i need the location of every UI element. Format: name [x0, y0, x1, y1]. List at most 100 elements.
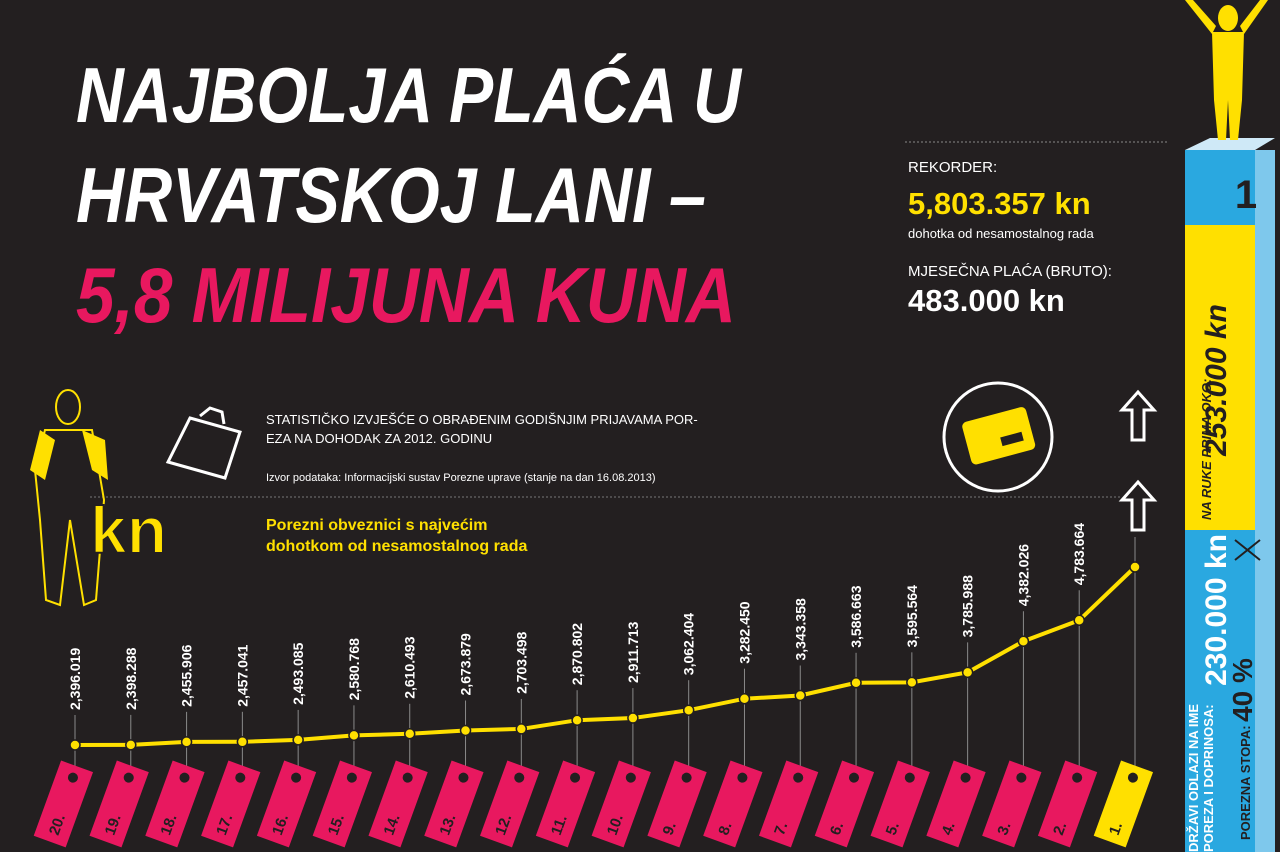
tag-hole: [67, 772, 78, 783]
tag-body: [89, 760, 149, 848]
tag-hole: [179, 772, 190, 783]
source-line: STATISTIČKO IZVJEŠĆE O OBRAĐENIM GODIŠNJ…: [266, 412, 698, 427]
value-label: 3,282.450: [736, 601, 752, 663]
rank-label: 7.: [771, 820, 791, 838]
rank-label: 16.: [269, 812, 292, 837]
rank-tag: 4.: [926, 760, 986, 848]
winner-figure: [1185, 0, 1268, 140]
title-highlight: 5,8 MILIJUNA KUNA: [76, 251, 736, 339]
card-icon: [962, 407, 1036, 465]
rank-label: 12.: [492, 812, 515, 837]
rank-number: 1: [1235, 173, 1257, 217]
rank-label: 20.: [46, 812, 69, 837]
tag-hole: [737, 772, 748, 783]
point: [682, 704, 695, 716]
point: [738, 692, 751, 705]
value-label: 2,673.879: [458, 633, 474, 695]
chart-title: Porezni obveznici s najvećim: [266, 517, 487, 534]
tag-hole: [235, 772, 246, 783]
rank-tag: 14.: [368, 760, 428, 848]
net-label: NA RUKE PRIMA OKO:: [1199, 379, 1214, 520]
point: [292, 734, 304, 746]
source-line: EZA NA DOHODAK ZA 2012. GODINU: [266, 431, 492, 446]
tag-hole: [681, 772, 692, 783]
rate-label: POREZNA STOPA:: [1238, 725, 1253, 840]
tag-hole: [346, 772, 357, 783]
point: [850, 677, 862, 689]
rank-label: 13.: [436, 812, 459, 837]
point: [571, 714, 583, 726]
tag-hole: [625, 772, 636, 783]
value-label: 2,610.493: [402, 636, 418, 698]
tag-hole: [1016, 772, 1027, 783]
record-value: 5,803.357 kn: [908, 186, 1091, 221]
scissors: [1234, 539, 1261, 561]
tag-body: [145, 760, 205, 848]
rank-tag: 20.: [33, 760, 94, 848]
rank-label: 15.: [325, 812, 348, 837]
value-label: 4,382.026: [1015, 544, 1031, 606]
point: [794, 689, 807, 702]
rank-label: 3.: [994, 820, 1014, 838]
arrow-icons: [1118, 389, 1158, 532]
value-label: 4,783.664: [1071, 523, 1087, 585]
monthly-value: 483.000 kn: [908, 283, 1065, 318]
tag-body: [480, 760, 540, 848]
tag-hole: [793, 772, 804, 783]
man-figure: [33, 389, 106, 607]
rank-label: 4.: [938, 820, 958, 838]
tag-body: [201, 760, 261, 848]
plot: 2,396.019 20. 2,398.288 19. 2,455.906 18. 2,45…: [33, 523, 1154, 848]
tag-body: [814, 760, 875, 848]
rank-tag: 5.: [870, 760, 930, 848]
rank-label: 19.: [102, 812, 125, 837]
tag-hole: [904, 772, 915, 783]
tax-value: 230.000 kn: [1200, 534, 1233, 686]
tag-body: [1037, 760, 1098, 848]
rank-tag: 8.: [703, 760, 763, 848]
tag-hole: [402, 772, 413, 783]
value-label: 3,343.358: [792, 598, 808, 660]
title-line: NAJBOLJA PLAĆA U: [76, 51, 742, 139]
tag-hole: [1127, 772, 1138, 783]
tag-hole: [514, 772, 525, 783]
rank-label: 10.: [604, 812, 627, 837]
point: [403, 728, 416, 740]
tag-body: [647, 760, 707, 848]
point: [961, 666, 974, 679]
tag-body: [33, 760, 94, 848]
rank-tag: 10.: [591, 760, 651, 848]
tag-body: [535, 760, 596, 848]
rank-tag: 17.: [201, 760, 261, 848]
point: [459, 724, 472, 737]
rank-tag: 7.: [758, 760, 819, 848]
rank-tag: 19.: [89, 760, 149, 848]
net-value: 253.000 kn: [1200, 304, 1233, 457]
tag-body: [982, 760, 1042, 848]
rank-tag: 6.: [814, 760, 875, 848]
tag-hole: [570, 772, 581, 783]
tag-hole: [458, 772, 469, 783]
rank-tag: 11.: [535, 760, 596, 848]
rank-tag: 18.: [145, 760, 205, 848]
value-label: 2,455.906: [179, 644, 195, 706]
tag-hole: [960, 772, 971, 783]
value-label: 3,586.663: [848, 585, 864, 647]
chart-title: dohotkom od nesamostalnog rada: [266, 538, 527, 555]
value-label: 2,870.802: [569, 623, 585, 685]
sidebar-tax: [1185, 530, 1255, 852]
rank-tag: 15.: [312, 760, 372, 848]
source-note: Izvor podataka: Informacijski sustav Por…: [266, 472, 656, 484]
point: [906, 676, 918, 689]
rate-value: 40 %: [1227, 658, 1258, 722]
rank-tag: 9.: [647, 760, 707, 848]
value-label: 3,785.988: [960, 575, 976, 637]
sidebar-net: [1185, 225, 1255, 530]
rank-label: 2.: [1050, 820, 1070, 838]
tag-body: [1093, 760, 1154, 848]
point: [348, 729, 360, 742]
tag-hole: [1072, 772, 1083, 783]
point: [515, 723, 528, 735]
value-label: 3,062.404: [681, 613, 697, 675]
